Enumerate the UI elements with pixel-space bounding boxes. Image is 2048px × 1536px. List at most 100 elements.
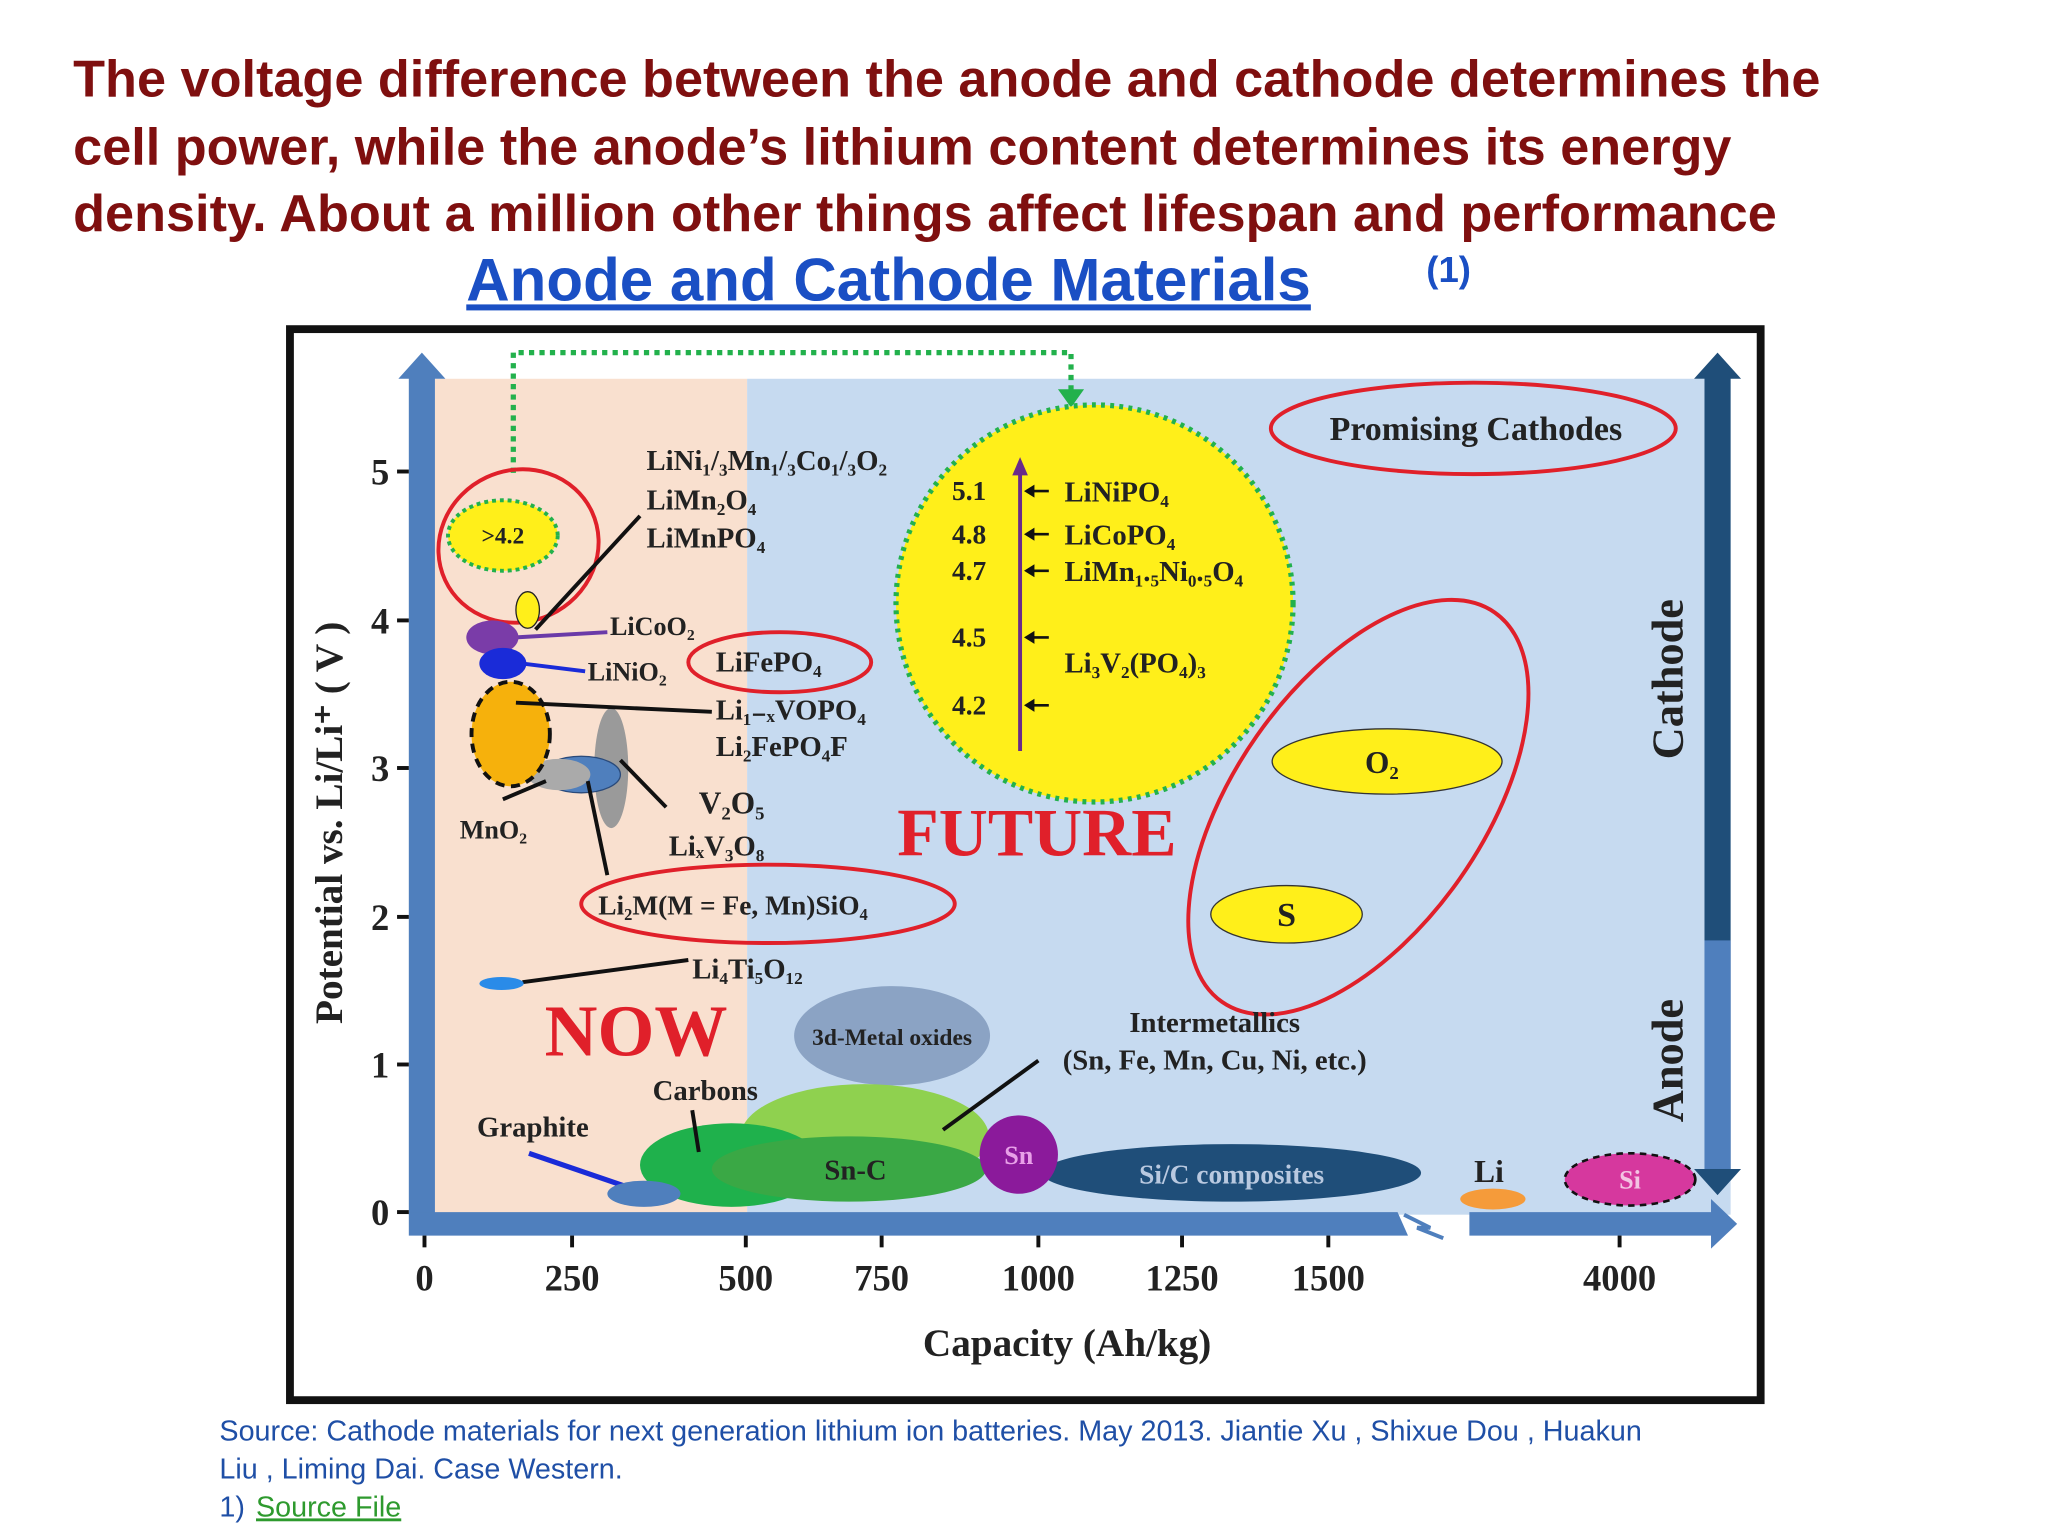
annotation: LiNi₁/₃Mn₁/₃Co₁/₃O₂ (647, 445, 888, 477)
annotation: Li₂FePO₄F (716, 731, 848, 763)
x-tick-label: 500 (718, 1257, 773, 1298)
x-tick-label: 4000 (1583, 1257, 1656, 1298)
shape (579, 862, 957, 945)
y-axis-arrow (398, 352, 446, 1215)
potential-label: 5.1 (952, 476, 986, 506)
annotation: Li₁₋ₓVOPO₄ (716, 695, 867, 727)
shape (1563, 1152, 1697, 1207)
annotation: Sn (1004, 1141, 1034, 1170)
annotation: LiMn₂O₄ (647, 484, 757, 516)
leader (585, 780, 610, 876)
y-axis-title: Potential vs. Li/Li⁺ ( V ) (308, 622, 351, 1024)
shape (794, 986, 991, 1086)
axis-break (1403, 1212, 1444, 1241)
annotation: LiFePO₄ (716, 646, 822, 678)
figure: Cathode Anode Potential vs. Li/Li⁺ ( V )… (286, 325, 1765, 1405)
annotation: (Sn, Fe, Mn, Cu, Ni, etc.) (1063, 1045, 1367, 1077)
shape (1210, 884, 1363, 944)
annotation: Promising Cathodes (1330, 411, 1623, 448)
x-axis-arrow (408, 1212, 1409, 1236)
annotation: LiCoO₂ (610, 612, 695, 641)
leader (690, 1109, 701, 1153)
shape (479, 976, 524, 991)
leader (528, 1150, 626, 1189)
leader (522, 958, 689, 985)
subtitle: Anode and Cathode Materials (466, 246, 1311, 313)
y-tick-label: 0 (371, 1192, 389, 1233)
connector (510, 350, 1074, 473)
source-link[interactable]: Source File (256, 1491, 401, 1523)
shape (1186, 597, 1531, 1017)
shape (1271, 728, 1503, 795)
x-tick-label: 1500 (1292, 1257, 1365, 1298)
annotation: Li₂M(M = Fe, Mn)SiO₄ (598, 890, 868, 920)
potential-label: 4.5 (952, 623, 986, 653)
leader (502, 779, 547, 802)
pointer-head (1024, 630, 1035, 644)
shape (711, 1136, 987, 1202)
y-tick-label: 4 (371, 600, 389, 641)
shape (1460, 1188, 1526, 1210)
y-tick-label: 5 (371, 452, 389, 493)
side-label: Anode (1642, 999, 1692, 1122)
x-tick-label: 1000 (1002, 1257, 1075, 1298)
annotation: MnO₂ (460, 816, 527, 845)
future-cathode: LiNiPO₄ (1064, 477, 1169, 509)
y-tick-label: 1 (371, 1045, 389, 1086)
annotation: S (1277, 897, 1296, 934)
side-label: Cathode (1642, 599, 1692, 759)
pointer-head (1024, 698, 1035, 712)
shape (979, 1115, 1058, 1194)
x-tick-label: 250 (545, 1257, 600, 1298)
annotation: O₂ (1365, 745, 1399, 780)
future-list: 5.1 4.8 4.7 4.5 4.2 LiNiPO₄ LiCoPO₄ LiMn₁.₅Ni₀.… (952, 476, 1244, 720)
x-tick-label: 0 (415, 1257, 433, 1298)
ticks: 0 1 2 3 4 5 0 250 500 750 1000 1250 1500 4000 (371, 452, 1656, 1299)
shape (446, 498, 560, 573)
future-circle (893, 402, 1296, 805)
leader (522, 661, 586, 674)
header-line: The voltage difference between the anode… (73, 51, 1820, 109)
shape (607, 1180, 681, 1207)
leader (941, 1058, 1040, 1132)
x-axis-title: Capacity (Ah/kg) (923, 1322, 1211, 1365)
x-tick-label: 750 (854, 1257, 909, 1298)
footnote-number: 1) (219, 1491, 245, 1523)
header-line: cell power, while the anode’s lithium co… (73, 119, 1731, 177)
shape (466, 620, 519, 655)
future-cathode: Li₃V₂(PO₄)₃ (1064, 648, 1205, 680)
arrow-head (1012, 457, 1028, 476)
future-cathode: LiMn₁.₅Ni₀.₅O₄ (1064, 556, 1243, 588)
y-tick-label: 3 (371, 748, 389, 789)
annotation: LiₓV₃O₈ (669, 831, 765, 863)
y-tick-label: 2 (371, 897, 389, 938)
annotation: Si/C composites (1139, 1159, 1324, 1189)
annotation: LiNiO₂ (588, 657, 667, 686)
leader (515, 630, 608, 640)
leader (534, 514, 642, 631)
annotation: Intermetallics (1129, 1007, 1300, 1039)
x-axis-arrow (1469, 1199, 1738, 1249)
annotation: Li₄Ti₅O₁₂ (692, 953, 803, 985)
potential-label: 4.2 (952, 690, 986, 720)
leader (515, 700, 712, 714)
annotation: Carbons (653, 1075, 758, 1107)
shape (1268, 380, 1678, 477)
x-tick-label: 1250 (1145, 1257, 1218, 1298)
connector-head (1057, 389, 1085, 408)
annotation: LiMnPO₄ (647, 522, 766, 554)
shape (686, 630, 874, 695)
annotation: 3d-Metal oxides (812, 1025, 972, 1051)
region-label: NOW (545, 990, 728, 1071)
annotation: Graphite (477, 1111, 589, 1143)
leader (619, 758, 668, 809)
source-line: Liu , Liming Dai. Case Western. (219, 1454, 622, 1486)
pointer-head (1024, 484, 1035, 498)
annotation: >4.2 (481, 523, 524, 549)
header-line: density. About a million other things af… (73, 185, 1777, 243)
pointer-head (1024, 564, 1035, 578)
shape (479, 647, 527, 680)
annotation: Li (1474, 1154, 1504, 1189)
